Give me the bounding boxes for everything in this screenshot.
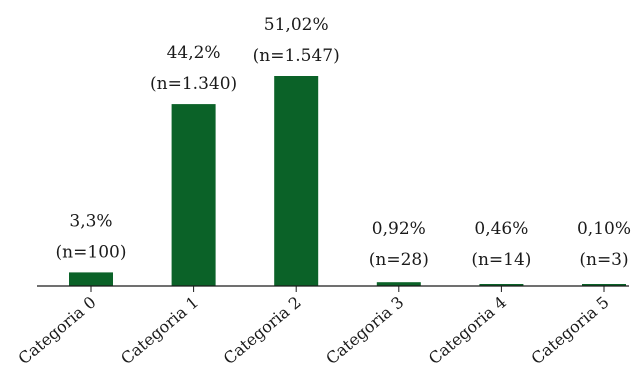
x-tick-label-5: Categoria 5 [527, 293, 612, 369]
bar-value-label-0: 3,3% [69, 211, 112, 231]
bar-count-label-1: (n=1.340) [150, 74, 237, 94]
bar-count-label-4: (n=14) [471, 250, 531, 270]
x-tick-label-1: Categoria 1 [117, 293, 202, 369]
bar-5 [582, 284, 626, 286]
bar-value-label-1: 44,2% [167, 43, 221, 63]
bar-0 [69, 272, 113, 286]
x-tick-label-4: Categoria 4 [425, 293, 510, 369]
x-tick-label-3: Categoria 3 [322, 293, 407, 369]
bar-count-label-3: (n=28) [369, 250, 429, 270]
x-tick-label-0: Categoria 0 [14, 293, 99, 369]
bar-3 [376, 282, 421, 286]
bar-value-label-4: 0,46% [474, 219, 528, 239]
bar-count-label-5: (n=3) [579, 250, 628, 270]
bar-4 [479, 284, 524, 286]
bar-count-label-0: (n=100) [56, 242, 127, 262]
x-tick-label-2: Categoria 2 [220, 293, 305, 369]
bar-2 [274, 76, 319, 286]
bar-1 [171, 104, 216, 286]
bar-value-label-2: 51,02% [264, 15, 329, 35]
bar-value-label-5: 0,10% [577, 219, 631, 239]
bar-count-label-2: (n=1.547) [253, 46, 340, 66]
bar-value-label-3: 0,92% [372, 219, 426, 239]
